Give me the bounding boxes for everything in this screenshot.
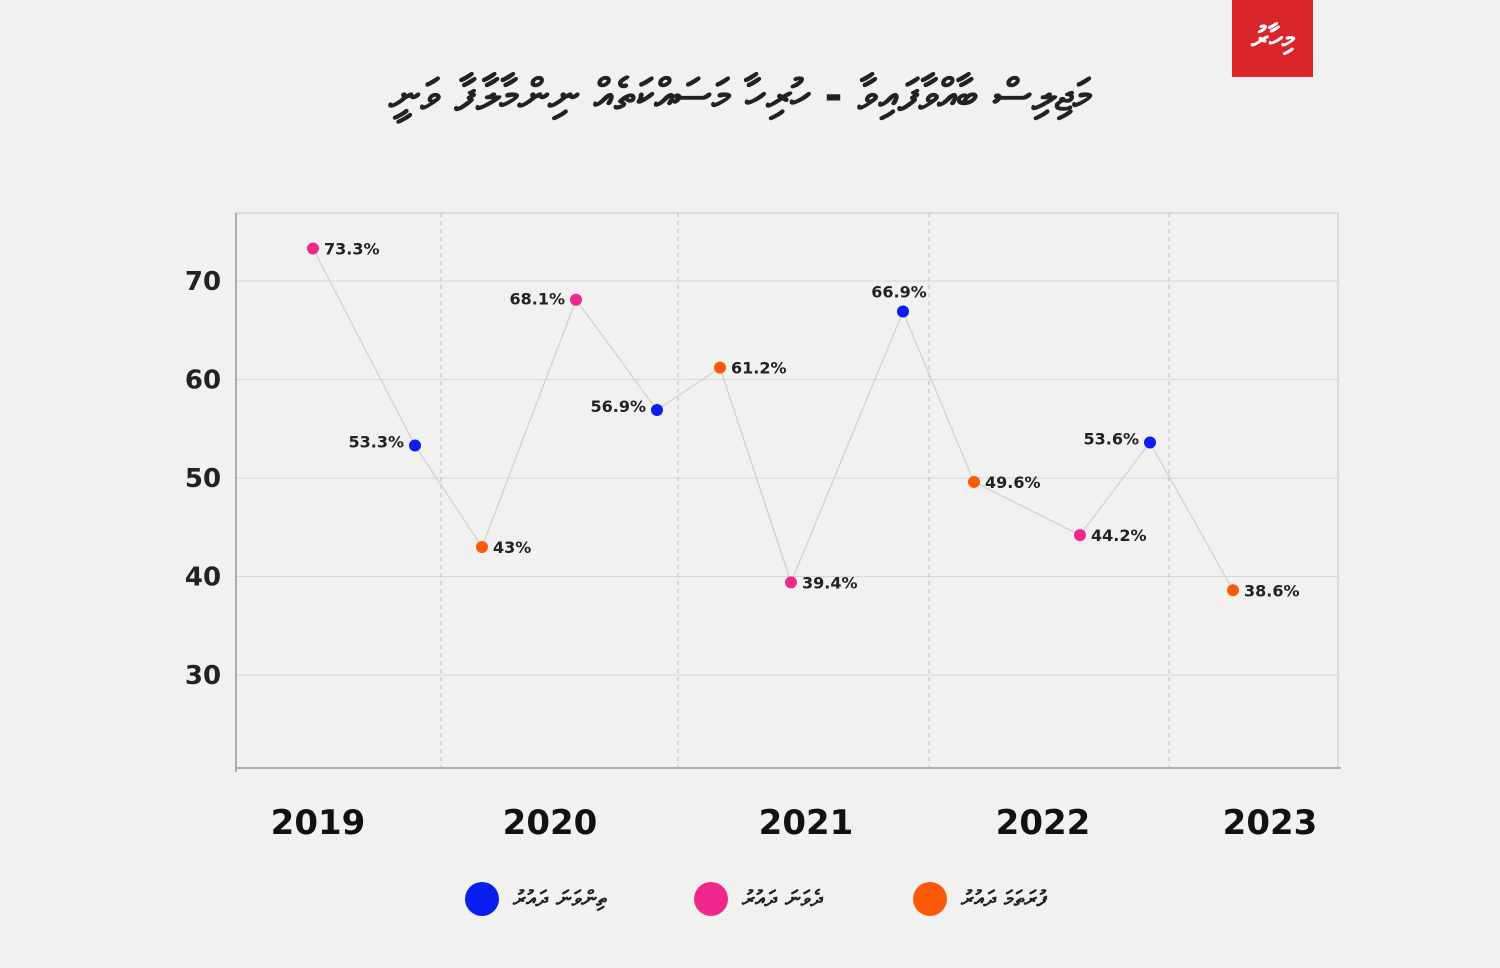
x-tick-label: 2020 (503, 803, 598, 843)
data-point (1074, 529, 1086, 542)
x-tick-label: 2021 (759, 803, 854, 843)
data-label: 43% (493, 538, 531, 557)
data-label: 56.9% (590, 397, 646, 416)
logo: މިހާރު (1232, 0, 1313, 77)
y-tick-label: 70 (185, 267, 221, 297)
legend-item-second-term: ދެވަނަ ދައުރު (694, 882, 822, 916)
legend-label: ތިންވަނަ ދައުރު (513, 886, 607, 912)
data-label: 49.6% (985, 473, 1041, 492)
y-tick-label: 30 (185, 661, 221, 691)
data-label: 68.1% (509, 290, 565, 309)
data-point (476, 540, 488, 553)
y-tick-label: 40 (185, 563, 221, 593)
data-label: 66.9% (871, 283, 927, 302)
y-tick-label: 60 (185, 366, 221, 396)
data-label: 39.4% (802, 573, 858, 592)
legend-item-third-term: ތިންވަނަ ދައުރު (465, 882, 607, 916)
y-tick-label: 50 (185, 464, 221, 494)
data-label: 73.3% (324, 239, 380, 258)
data-label: 44.2% (1091, 526, 1147, 545)
data-point (968, 475, 980, 488)
legend-swatch (465, 882, 499, 916)
data-point (1227, 584, 1239, 597)
data-point (307, 242, 319, 255)
legend-swatch (694, 882, 728, 916)
x-tick-label: 2023 (1223, 803, 1318, 843)
x-tick-label: 2022 (996, 803, 1091, 843)
chart-title: މަޖިލިސް ބާއްވާފައިވާ - ހުރިހާ މަސައްކަތ… (388, 70, 1092, 121)
series-line (312, 248, 1234, 591)
data-label: 38.6% (1244, 581, 1300, 600)
x-tick-label: 2019 (271, 803, 366, 843)
legend-swatch (913, 882, 947, 916)
data-point (1144, 436, 1156, 449)
data-point (897, 305, 909, 318)
data-point (651, 404, 663, 417)
data-point (785, 576, 797, 589)
legend-label: ދެވަނަ ދައުރު (742, 886, 823, 912)
legend-label: ފުރަތަމަ ދައުރު (961, 886, 1046, 912)
data-label: 61.2% (731, 359, 787, 378)
data-label: 53.6% (1083, 430, 1139, 449)
data-label: 53.3% (348, 432, 404, 451)
data-point (714, 361, 726, 374)
data-point (570, 293, 582, 306)
legend-item-first-term: ފުރަތަމަ ދައުރު (913, 882, 1046, 916)
data-point (409, 439, 421, 452)
plot-frame (235, 212, 1339, 769)
